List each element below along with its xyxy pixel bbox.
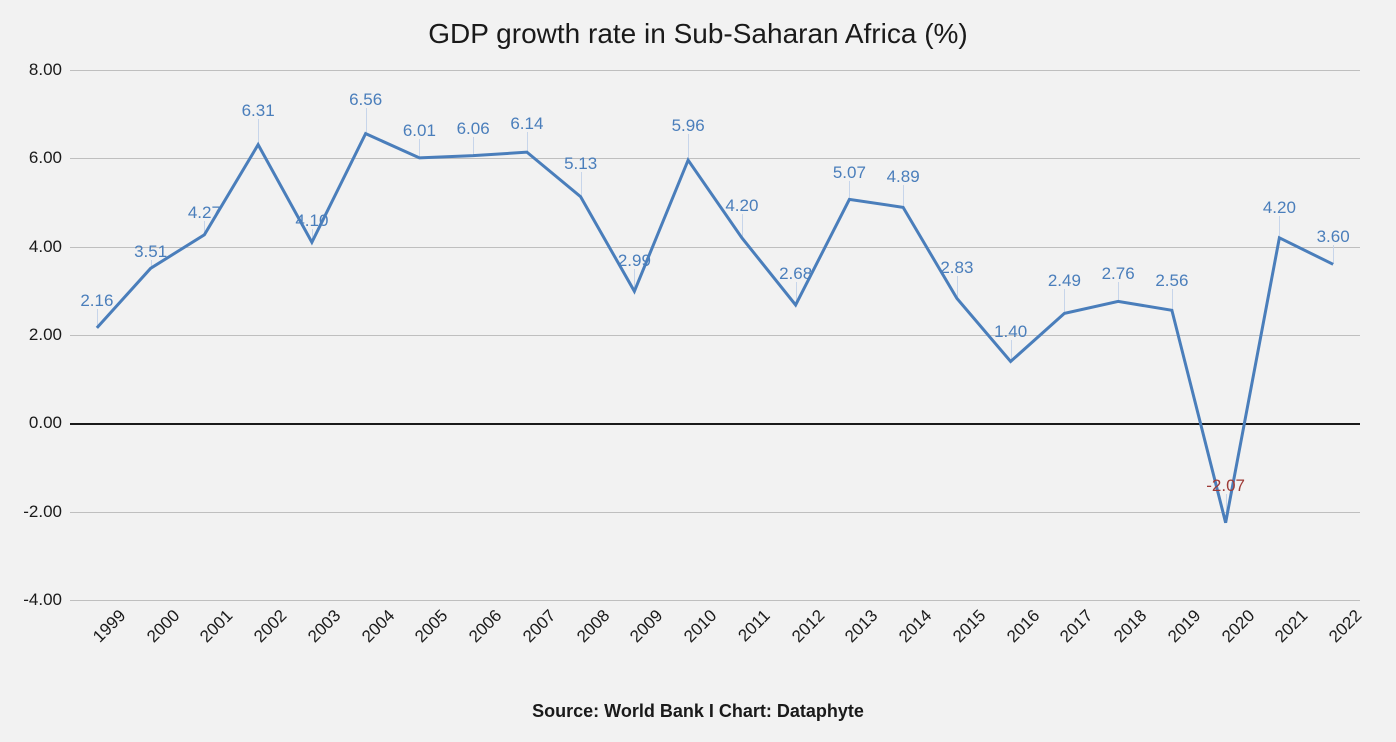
data-label: 6.31	[242, 101, 275, 121]
data-label: 4.20	[1263, 198, 1296, 218]
x-tick-label: 2009	[627, 606, 668, 647]
y-tick-label: 2.00	[29, 325, 62, 345]
data-label: 6.01	[403, 121, 436, 141]
data-label: 2.83	[940, 258, 973, 278]
x-tick-label: 2008	[573, 606, 614, 647]
x-tick-label: 2005	[412, 606, 453, 647]
x-tick-label: 2014	[895, 606, 936, 647]
chart-source: Source: World Bank I Chart: Dataphyte	[0, 701, 1396, 722]
x-tick-label: 2019	[1164, 606, 1205, 647]
line-series	[70, 70, 1360, 600]
data-label: 4.20	[725, 196, 758, 216]
data-label: 5.96	[672, 116, 705, 136]
data-label: 2.56	[1155, 271, 1188, 291]
x-tick-label: 2002	[250, 606, 291, 647]
data-label: 4.27	[188, 203, 221, 223]
data-label: 5.07	[833, 163, 866, 183]
x-tick-label: 2016	[1003, 606, 1044, 647]
x-tick-label: 2003	[304, 606, 345, 647]
plot-area: -4.00-2.000.002.004.006.008.001999200020…	[70, 70, 1360, 600]
x-tick-label: 2013	[842, 606, 883, 647]
data-label: 6.14	[510, 114, 543, 134]
x-tick-label: 2001	[197, 606, 238, 647]
y-tick-label: 4.00	[29, 237, 62, 257]
gridline	[70, 600, 1360, 601]
data-label: 3.60	[1317, 227, 1350, 247]
y-tick-label: 8.00	[29, 60, 62, 80]
data-label: 6.06	[457, 119, 490, 139]
chart-title: GDP growth rate in Sub-Saharan Africa (%…	[0, 0, 1396, 58]
data-label: 3.51	[134, 242, 167, 262]
x-tick-label: 2018	[1110, 606, 1151, 647]
y-tick-label: 6.00	[29, 148, 62, 168]
y-tick-label: -4.00	[23, 590, 62, 610]
data-label: 2.99	[618, 251, 651, 271]
data-label: 2.76	[1102, 264, 1135, 284]
x-tick-label: 2006	[465, 606, 506, 647]
x-tick-label: 2015	[949, 606, 990, 647]
data-label: 4.89	[887, 167, 920, 187]
x-tick-label: 2007	[519, 606, 560, 647]
x-tick-label: 2022	[1325, 606, 1366, 647]
x-tick-label: 2010	[680, 606, 721, 647]
x-tick-label: 2011	[734, 606, 774, 646]
data-label: 2.49	[1048, 271, 1081, 291]
data-label: 2.16	[80, 291, 113, 311]
data-label: 4.10	[295, 211, 328, 231]
x-tick-label: 2020	[1218, 606, 1259, 647]
x-tick-label: 2012	[788, 606, 829, 647]
x-tick-label: 2000	[143, 606, 184, 647]
x-tick-label: 2017	[1057, 606, 1098, 647]
x-tick-label: 2004	[358, 606, 399, 647]
chart-container: GDP growth rate in Sub-Saharan Africa (%…	[0, 0, 1396, 742]
y-tick-label: -2.00	[23, 502, 62, 522]
y-tick-label: 0.00	[29, 413, 62, 433]
data-label: 1.40	[994, 322, 1027, 342]
data-label: -2.07	[1206, 476, 1245, 496]
x-tick-label: 2021	[1272, 606, 1313, 647]
data-label: 6.56	[349, 90, 382, 110]
data-label: 2.68	[779, 264, 812, 284]
data-label: 5.13	[564, 154, 597, 174]
x-tick-label: 1999	[89, 606, 130, 647]
